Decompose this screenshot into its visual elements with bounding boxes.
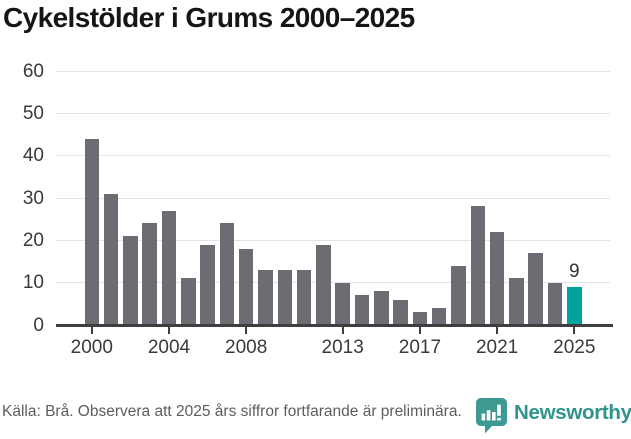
gridline [56, 112, 610, 114]
bar-2017 [412, 312, 428, 325]
bar-2024 [547, 282, 563, 325]
y-tick-label: 10 [22, 272, 44, 294]
x-tick-label: 2021 [475, 337, 519, 358]
bar-2018 [431, 308, 447, 325]
bar-2013 [335, 282, 350, 325]
bar-2005 [181, 278, 196, 325]
y-tick-label: 20 [22, 229, 44, 251]
bar-2020 [470, 206, 486, 325]
bar-2001 [103, 193, 119, 325]
y-tick-label: 40 [22, 145, 44, 167]
bar-2007 [219, 223, 235, 325]
x-tick-label: 2017 [398, 337, 442, 358]
x-tick-label: 2000 [70, 337, 113, 358]
gridline [56, 70, 610, 72]
x-tick [418, 327, 421, 334]
x-tick-label: 2008 [225, 337, 268, 358]
x-tick [496, 327, 499, 334]
bar-2002 [123, 236, 138, 325]
x-tick-label: 2025 [553, 337, 596, 358]
x-tick [341, 327, 344, 334]
y-tick-label: 0 [33, 314, 44, 336]
newsworthy-logo-icon [476, 398, 507, 434]
x-tick [245, 327, 248, 334]
bar-2012 [316, 244, 331, 325]
bar-2022 [509, 278, 524, 325]
x-tick-label: 2004 [147, 337, 191, 358]
y-tick-label: 50 [22, 102, 44, 124]
bar-2010 [277, 269, 293, 325]
newsworthy-wordmark: Newsworthy [514, 401, 631, 424]
bar-2003 [142, 223, 157, 325]
x-tick-label: 2013 [321, 337, 364, 358]
bar-2000 [84, 138, 100, 325]
bar-2008 [238, 248, 254, 325]
bar-2009 [258, 269, 273, 325]
bar-2015 [374, 291, 389, 325]
source-note: Källa: Brå. Observera att 2025 års siffr… [2, 403, 462, 420]
bar-2023 [528, 253, 543, 325]
x-axis-line [56, 324, 613, 327]
bar-2016 [393, 299, 408, 325]
gridline [56, 282, 610, 284]
bar-2014 [354, 295, 370, 325]
bar-value-label: 9 [569, 260, 580, 282]
x-tick [168, 327, 170, 334]
bar-2021 [489, 231, 505, 325]
gridline [56, 155, 610, 157]
x-tick [90, 327, 93, 334]
bar-2019 [451, 265, 466, 325]
bar-2006 [200, 244, 215, 325]
gridline [56, 197, 610, 199]
chart-title: Cykelstölder i Grums 2000–2025 [3, 2, 415, 33]
gridline [56, 239, 610, 241]
bar-2011 [296, 269, 312, 325]
bar-2025 [567, 286, 582, 325]
x-tick [573, 327, 576, 334]
bar-2004 [161, 210, 177, 325]
y-tick-label: 60 [22, 60, 44, 82]
newsworthy-logo: Newsworthy [476, 398, 631, 434]
y-tick-label: 30 [22, 187, 44, 209]
